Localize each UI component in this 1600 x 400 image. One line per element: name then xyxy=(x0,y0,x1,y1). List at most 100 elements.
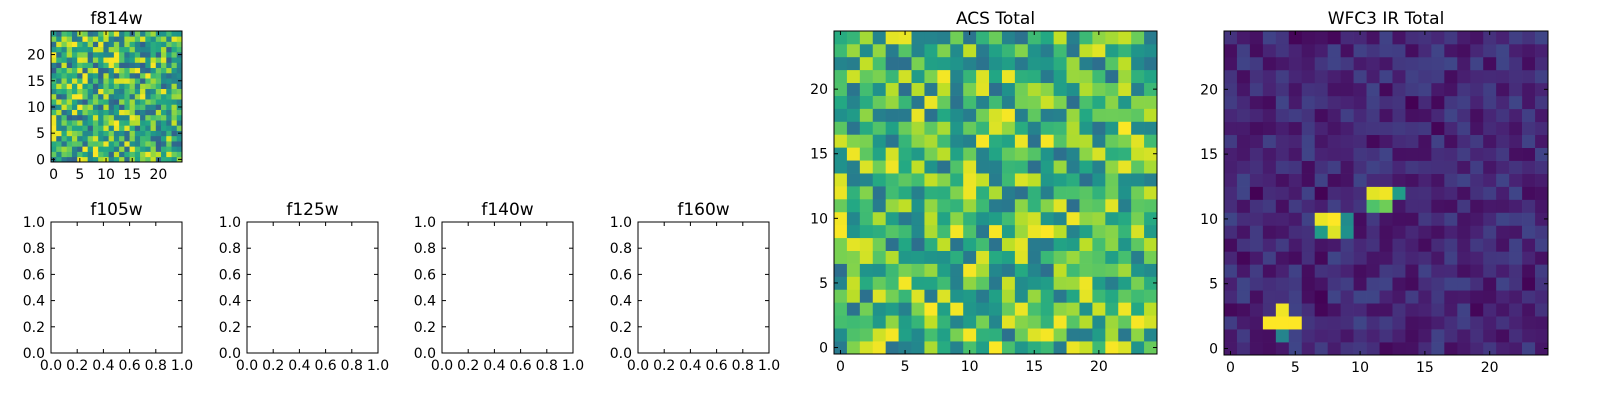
heatmap-cell xyxy=(161,130,167,137)
heatmap-cell xyxy=(911,315,925,329)
heatmap-cell xyxy=(145,146,151,152)
heatmap-cell xyxy=(1288,108,1303,123)
heatmap-cell xyxy=(1457,43,1471,58)
heatmap-cell xyxy=(1027,328,1042,342)
heatmap-cell xyxy=(937,263,951,277)
heatmap-cell xyxy=(1066,224,1080,239)
heatmap-cell xyxy=(71,141,78,147)
heatmap-cell xyxy=(1001,302,1016,316)
heatmap-cell xyxy=(61,67,68,74)
heatmap-cell xyxy=(71,88,78,95)
heatmap-cell xyxy=(145,31,151,37)
heatmap-cell xyxy=(145,109,151,116)
heatmap-cell xyxy=(1262,342,1277,356)
heatmap-cell xyxy=(1224,212,1238,226)
heatmap-cell xyxy=(1066,56,1080,71)
heatmap-cell xyxy=(161,78,167,84)
heatmap-cell xyxy=(1496,121,1510,136)
heatmap-cell xyxy=(108,51,115,58)
heatmap-cell xyxy=(1509,160,1523,174)
heatmap-cell xyxy=(885,160,899,174)
heatmap-cell xyxy=(1314,69,1329,84)
heatmap-cell xyxy=(1353,160,1367,174)
y-tick-label: 20 xyxy=(27,48,45,64)
heatmap-cell xyxy=(1053,121,1067,135)
y-tick-label: 1.0 xyxy=(219,215,241,231)
heatmap-cell xyxy=(87,104,94,110)
heatmap-cell xyxy=(1118,31,1132,45)
heatmap-cell xyxy=(976,211,990,226)
heatmap-cell xyxy=(1431,43,1445,58)
heatmap-cell xyxy=(134,78,141,84)
heatmap-cell xyxy=(103,99,109,105)
heatmap-cell xyxy=(103,78,109,84)
heatmap-cell xyxy=(834,250,848,264)
heatmap-cell xyxy=(989,173,1003,187)
y-tick-label: 0.2 xyxy=(414,320,436,336)
heatmap-cell xyxy=(1131,31,1145,45)
y-tick-label: 20 xyxy=(810,82,828,98)
heatmap-cell xyxy=(87,109,94,116)
heatmap-cell xyxy=(87,83,94,89)
heatmap-cell xyxy=(1275,329,1290,343)
heatmap-cell xyxy=(963,211,977,226)
heatmap-cell xyxy=(834,211,848,226)
heatmap-cell xyxy=(119,120,125,126)
heatmap-cell xyxy=(166,51,172,58)
heatmap-cell xyxy=(885,147,899,161)
heatmap-cell xyxy=(98,72,104,79)
heatmap-cell xyxy=(176,41,183,48)
heatmap-cell xyxy=(1535,160,1549,174)
heatmap-cell xyxy=(71,130,78,137)
heatmap-cell xyxy=(1249,251,1264,265)
heatmap-cell xyxy=(166,104,172,110)
heatmap-cell xyxy=(872,56,887,71)
heatmap-cell xyxy=(898,224,912,239)
heatmap-cell xyxy=(1470,212,1484,226)
heatmap-cell xyxy=(92,36,99,42)
heatmap-cell xyxy=(950,160,964,174)
heatmap-cell xyxy=(140,125,146,131)
heatmap-cell xyxy=(150,135,157,142)
heatmap-cell xyxy=(51,99,57,105)
heatmap-cell xyxy=(82,104,89,110)
heatmap-cell xyxy=(1301,264,1316,278)
heatmap-cell xyxy=(1066,147,1080,161)
heatmap-cell xyxy=(134,99,141,105)
heatmap-cell xyxy=(1379,108,1393,123)
heatmap-cell xyxy=(166,36,172,42)
heatmap-cell xyxy=(1027,263,1042,277)
heatmap-cell xyxy=(108,67,115,74)
heatmap-cell xyxy=(1249,316,1264,330)
heatmap-cell xyxy=(1027,121,1042,135)
heatmap-cell xyxy=(1392,82,1406,97)
heatmap-cell xyxy=(924,43,938,58)
heatmap-cell xyxy=(1522,342,1536,356)
heatmap-cell xyxy=(1379,82,1393,97)
heatmap-cell xyxy=(1444,238,1458,252)
heatmap-cell xyxy=(1457,316,1471,330)
heatmap-cell xyxy=(1040,237,1054,251)
heatmap-cell xyxy=(61,83,68,89)
heatmap-cell xyxy=(1405,108,1419,123)
heatmap-cell xyxy=(1014,82,1029,96)
heatmap-cell xyxy=(1105,250,1119,264)
heatmap-cell xyxy=(872,147,887,161)
heatmap-cell xyxy=(1105,315,1119,329)
heatmap-cell xyxy=(1236,56,1251,71)
heatmap-cell xyxy=(134,36,141,42)
heatmap-cell xyxy=(161,51,167,58)
heatmap-cell xyxy=(1275,277,1290,291)
heatmap-cell xyxy=(87,151,94,158)
heatmap-cell xyxy=(119,130,125,137)
heatmap-cell xyxy=(1027,43,1042,58)
heatmap-cell xyxy=(1327,95,1341,110)
heatmap-cell xyxy=(1079,341,1093,355)
heatmap-cell xyxy=(1314,43,1329,58)
heatmap-cell xyxy=(129,93,136,100)
heatmap-cell xyxy=(1224,82,1238,97)
heatmap-cell xyxy=(1327,134,1341,148)
x-tick-label: 0.8 xyxy=(145,358,167,374)
heatmap-cell xyxy=(124,51,130,58)
heatmap-cell xyxy=(834,134,848,148)
